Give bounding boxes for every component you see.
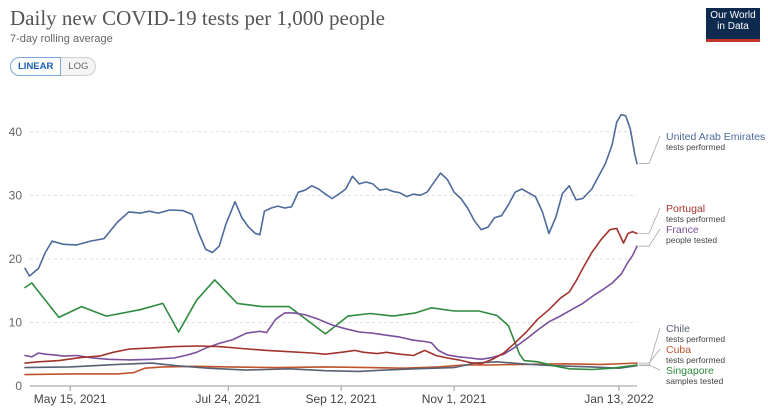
x-tick-label: Jul 24, 2021 bbox=[196, 392, 262, 406]
y-tick-label: 10 bbox=[9, 315, 23, 329]
series-line-chile[interactable] bbox=[24, 361, 638, 373]
label-connector bbox=[639, 135, 661, 164]
x-tick-label: Jan 13, 2022 bbox=[584, 392, 654, 406]
series-label: France bbox=[666, 224, 699, 236]
series-line-singapore[interactable] bbox=[24, 279, 638, 371]
y-tick-label: 30 bbox=[9, 188, 23, 202]
chart-subtitle: 7-day rolling average bbox=[10, 33, 113, 45]
owid-logo[interactable]: Our World in Data bbox=[706, 8, 760, 42]
series-sublabel: tests performed bbox=[666, 334, 725, 344]
y-tick-label: 20 bbox=[9, 252, 23, 266]
x-tick-label: Nov 1, 2021 bbox=[422, 392, 487, 406]
x-tick-label: Sep 12, 2021 bbox=[305, 392, 377, 406]
x-tick-label: May 15, 2021 bbox=[34, 392, 107, 406]
logo-line-2: in Data bbox=[717, 21, 749, 32]
series-label: Cuba bbox=[666, 344, 691, 356]
label-connector bbox=[639, 207, 661, 234]
y-tick-label: 0 bbox=[15, 379, 22, 393]
logo-line-1: Our World bbox=[710, 10, 756, 21]
series-label: Portugal bbox=[666, 203, 705, 215]
series-label: Chile bbox=[666, 323, 690, 335]
series-sublabel: tests performed bbox=[666, 142, 725, 152]
y-tick-label: 40 bbox=[9, 125, 23, 139]
chart-title: Daily new COVID-19 tests per 1,000 peopl… bbox=[10, 6, 386, 30]
series-line-united-arab-emirates[interactable] bbox=[24, 113, 638, 277]
series-sublabel: samples tested bbox=[666, 376, 723, 386]
series-line-france[interactable] bbox=[24, 245, 638, 361]
label-connector bbox=[639, 228, 661, 247]
label-connector bbox=[639, 348, 661, 364]
log-scale-button[interactable]: LOG bbox=[61, 57, 97, 76]
scale-toggle: LINEAR LOG bbox=[10, 57, 97, 76]
series-sublabel: tests performed bbox=[666, 355, 725, 365]
label-connector bbox=[639, 327, 661, 367]
series-label: Singapore bbox=[666, 365, 714, 377]
series-sublabel: tests performed bbox=[666, 214, 725, 224]
linear-scale-button[interactable]: LINEAR bbox=[10, 57, 62, 76]
series-sublabel: people tested bbox=[666, 235, 717, 245]
series-line-portugal[interactable] bbox=[24, 227, 638, 365]
label-connector bbox=[639, 364, 661, 371]
series-label: United Arab Emirates bbox=[666, 131, 765, 143]
